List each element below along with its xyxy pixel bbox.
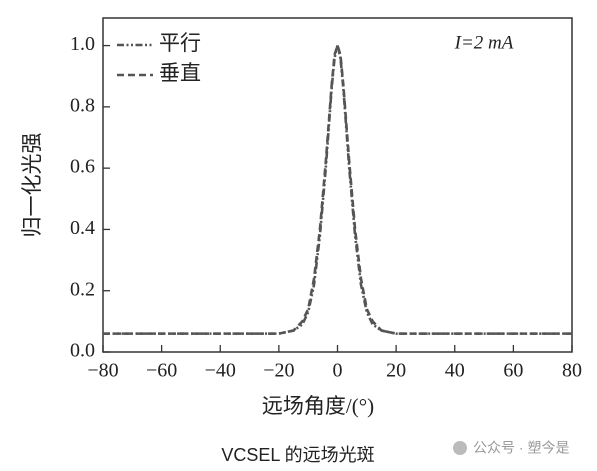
y-tick-label: 1.0 bbox=[70, 33, 95, 55]
y-tick-label: 0.6 bbox=[70, 156, 95, 178]
y-tick-label: 0.4 bbox=[70, 217, 95, 239]
x-tick-label: 40 bbox=[445, 360, 465, 382]
legend-label: 垂直 bbox=[159, 61, 201, 85]
x-tick-label: −60 bbox=[146, 360, 177, 382]
x-axis-label: 远场角度/(°) bbox=[262, 394, 374, 418]
caption: VCSEL 的远场光斑 bbox=[221, 445, 374, 465]
watermark-icon bbox=[453, 441, 467, 455]
x-tick-label: 20 bbox=[386, 360, 406, 382]
series-line bbox=[103, 41, 572, 335]
legend-label: 平行 bbox=[159, 31, 201, 55]
x-tick-label: 0 bbox=[333, 360, 343, 382]
x-tick-label: −40 bbox=[205, 360, 236, 382]
y-tick-label: 0.2 bbox=[70, 278, 95, 300]
y-tick-label: 0.0 bbox=[70, 340, 95, 362]
x-tick-label: −20 bbox=[263, 360, 294, 382]
x-tick-label: 60 bbox=[503, 360, 523, 382]
x-tick-label: −80 bbox=[87, 360, 118, 382]
y-axis-label: 归一化光强 bbox=[20, 133, 44, 238]
series-line bbox=[103, 45, 572, 335]
x-tick-label: 80 bbox=[562, 360, 582, 382]
y-tick-label: 0.8 bbox=[70, 94, 95, 116]
annotation: I=2 mA bbox=[454, 32, 514, 53]
watermark: 公众号 · 塑今是 bbox=[473, 440, 569, 456]
